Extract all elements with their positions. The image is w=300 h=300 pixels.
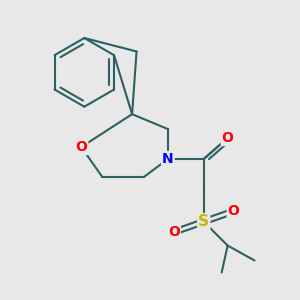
- Text: O: O: [228, 204, 239, 218]
- Text: N: N: [162, 152, 174, 166]
- Text: S: S: [198, 214, 209, 229]
- Text: O: O: [168, 225, 180, 239]
- Text: O: O: [75, 140, 87, 154]
- Text: O: O: [222, 131, 234, 145]
